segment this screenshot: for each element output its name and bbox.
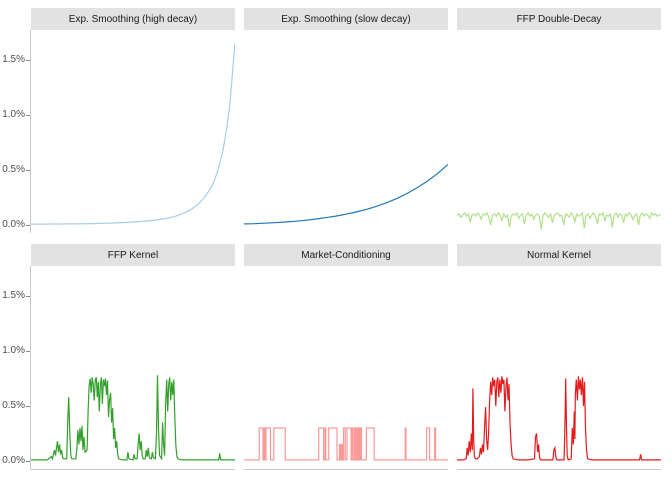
y-tick-mark [26, 115, 30, 116]
y-tick-mark [26, 406, 30, 407]
series-line-normal-kernel [457, 376, 661, 461]
facet-market-conditioning: Market-Conditioning [244, 244, 448, 470]
facet-strip: Normal Kernel [457, 244, 661, 266]
facet-title: Exp. Smoothing (slow decay) [281, 13, 411, 25]
y-tick-mark [26, 170, 30, 171]
facet-title: FFP Double-Decay [516, 13, 602, 25]
facet-ffp-double-decay: FFP Double-Decay [457, 8, 661, 233]
facet-strip: Market-Conditioning [244, 244, 448, 266]
facet-ffp-kernel: FFP Kernel [31, 244, 235, 470]
facet-panel [244, 266, 448, 470]
series-line-exp-smoothing-high-decay [31, 43, 235, 225]
y-tick-label: 1.0% [2, 109, 25, 120]
facet-panel [457, 266, 661, 470]
facet-title: Exp. Smoothing (high decay) [68, 13, 198, 25]
series-line-market-conditioning [244, 427, 448, 461]
y-tick-label: 0.0% [2, 219, 25, 230]
y-axis-line [30, 266, 31, 470]
y-tick-mark [26, 296, 30, 297]
y-tick-mark [26, 351, 30, 352]
y-tick-label: 1.5% [2, 54, 25, 65]
facet-strip: FFP Double-Decay [457, 8, 661, 30]
facet-title: Normal Kernel [527, 249, 591, 261]
facet-panel [31, 266, 235, 470]
y-tick-mark [26, 225, 30, 226]
facet-panel [31, 30, 235, 233]
facet-strip: Exp. Smoothing (high decay) [31, 8, 235, 30]
y-tick-label: 1.5% [2, 290, 25, 301]
facet-panel [244, 30, 448, 233]
facet-strip: FFP Kernel [31, 244, 235, 266]
facet-title: Market-Conditioning [301, 249, 391, 261]
y-tick-label: 0.5% [2, 164, 25, 175]
y-tick-mark [26, 60, 30, 61]
facet-exp-smoothing-slow-decay: Exp. Smoothing (slow decay) [244, 8, 448, 233]
facet-title: FFP Kernel [107, 249, 159, 261]
facet-strip: Exp. Smoothing (slow decay) [244, 8, 448, 30]
facet-normal-kernel: Normal Kernel [457, 244, 661, 470]
y-axis-line [30, 30, 31, 233]
y-tick-label: 0.0% [2, 455, 25, 466]
facet-panel [457, 30, 661, 233]
y-tick-mark [26, 461, 30, 462]
y-tick-label: 0.5% [2, 400, 25, 411]
facet-row-bottom: 1.5% 1.0% 0.5% 0.0% FFP Kernel Market-Co… [0, 244, 672, 470]
series-line-ffp-double-decay [457, 211, 661, 230]
series-line-ffp-kernel [31, 375, 235, 461]
series-line-exp-smoothing-slow-decay [244, 164, 448, 225]
y-tick-label: 1.0% [2, 345, 25, 356]
facet-exp-smoothing-high-decay: Exp. Smoothing (high decay) [31, 8, 235, 233]
facet-row-top: 1.5% 1.0% 0.5% 0.0% Exp. Smoothing (high… [0, 8, 672, 233]
